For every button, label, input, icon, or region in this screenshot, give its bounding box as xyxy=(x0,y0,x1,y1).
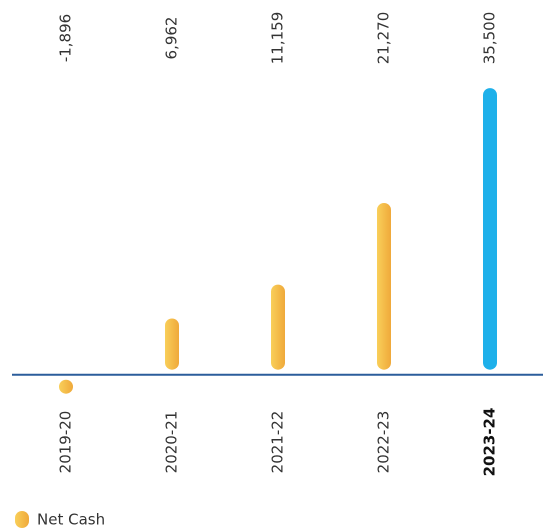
bar xyxy=(377,202,391,370)
bar xyxy=(483,88,497,370)
legend-swatch xyxy=(15,511,29,528)
value-label: -1,896 xyxy=(57,14,75,62)
bar xyxy=(271,284,285,370)
x-tick-label: 2021-22 xyxy=(269,411,287,474)
legend-label: Net Cash xyxy=(37,511,105,529)
x-tick-label: 2020-21 xyxy=(163,411,181,474)
value-label: 35,500 xyxy=(481,12,499,65)
x-tick-label: 2019-20 xyxy=(57,411,75,474)
value-label: 6,962 xyxy=(163,17,181,60)
x-tick-label: 2022-23 xyxy=(375,411,393,474)
value-label: 21,270 xyxy=(375,12,393,65)
bar xyxy=(59,379,73,394)
value-label: 11,159 xyxy=(269,12,287,65)
x-tick-label: 2023-24 xyxy=(481,408,499,477)
bar xyxy=(165,318,179,370)
